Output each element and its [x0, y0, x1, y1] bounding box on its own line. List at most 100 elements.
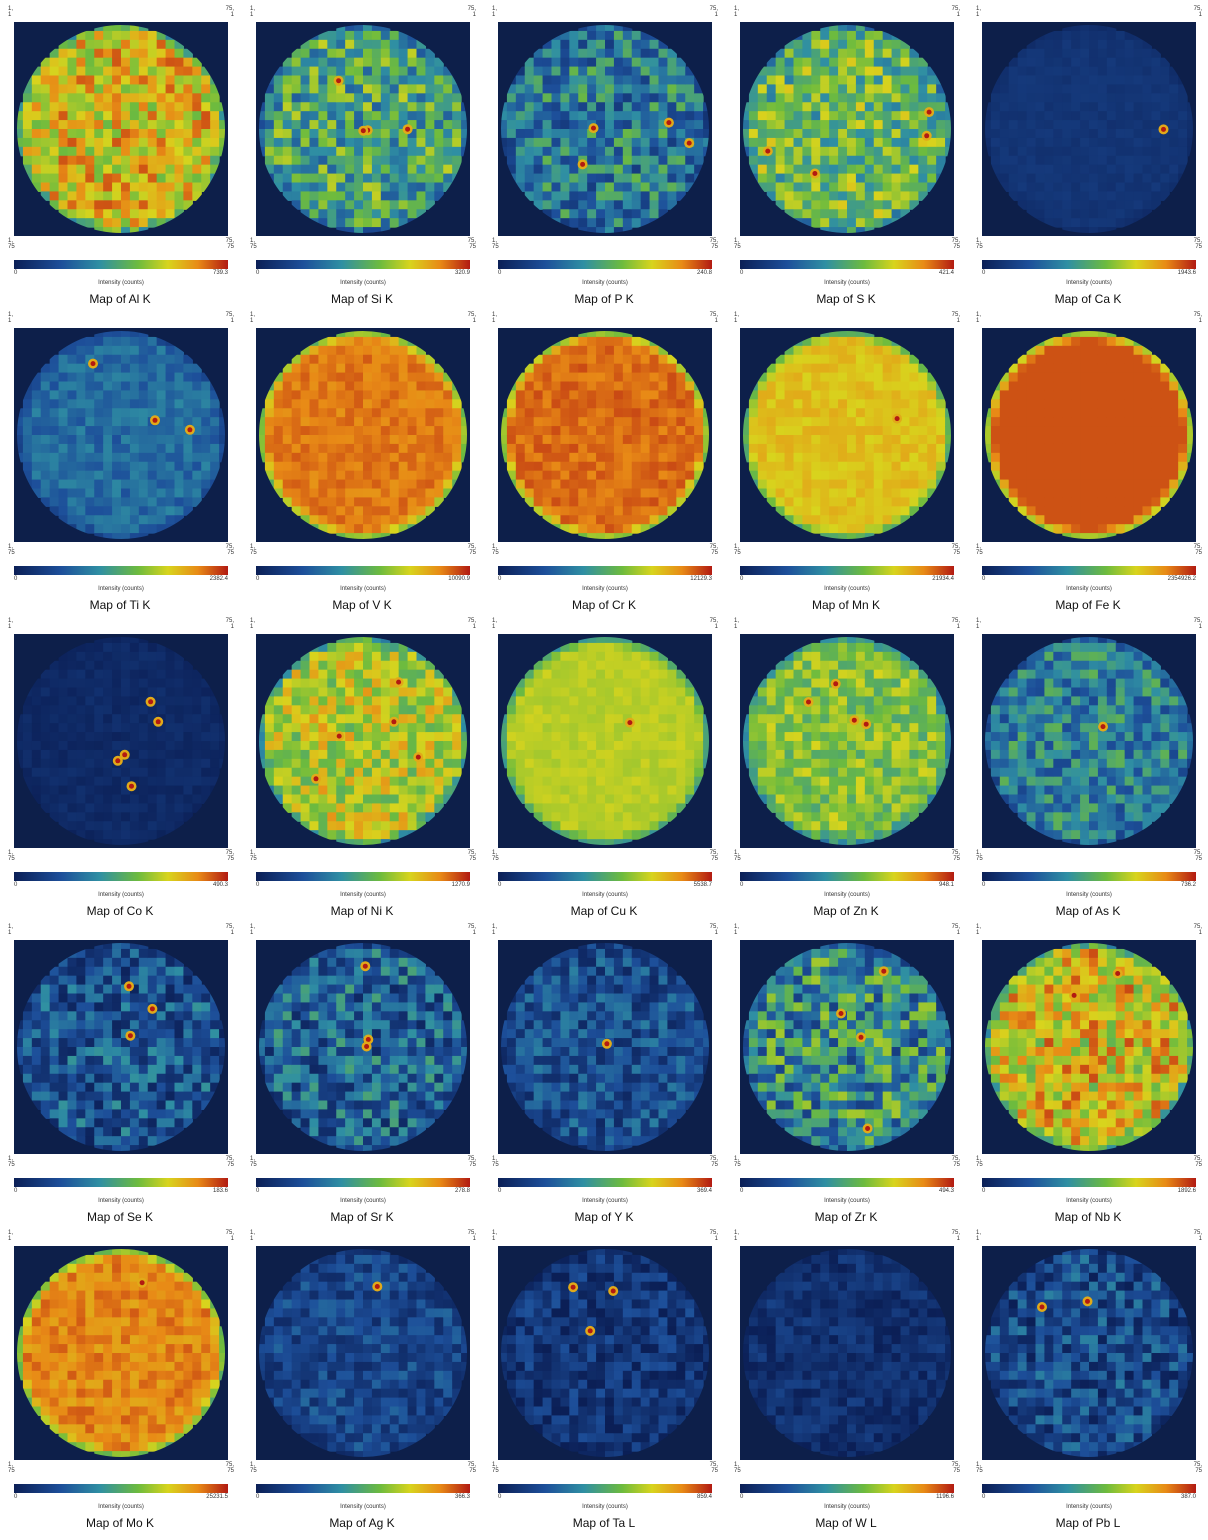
map-cell [67, 515, 78, 525]
map-cell [596, 191, 606, 201]
map-cell [1115, 75, 1126, 86]
map-cell [873, 129, 884, 139]
map-cell [76, 146, 86, 157]
map-cell [1097, 328, 1108, 338]
map-cell [640, 191, 651, 201]
map-cell [1053, 399, 1063, 409]
map-cell [112, 390, 122, 400]
map-cell [363, 328, 373, 338]
map-hotspot [765, 148, 771, 154]
map-cell [318, 336, 328, 347]
map-cell [103, 821, 113, 831]
map-cell [847, 137, 857, 148]
map-cell [452, 129, 462, 139]
map-cell [156, 164, 167, 175]
map-cell [882, 84, 893, 94]
map-cell [201, 470, 211, 481]
map-cell [542, 479, 553, 490]
map-cell [147, 345, 158, 356]
map-cell [1115, 390, 1126, 400]
map-cell [398, 470, 409, 481]
map-cell [613, 120, 624, 130]
map-cell [94, 84, 104, 94]
map-cell [58, 372, 69, 383]
map-cell [587, 533, 597, 542]
map-cell [596, 363, 606, 374]
map-cell [649, 182, 660, 193]
map-cell [156, 723, 167, 733]
map-cell [775, 75, 786, 86]
map-cell [1115, 426, 1126, 436]
map-cell [1124, 111, 1135, 121]
map-cell [354, 164, 364, 175]
map-cell [273, 173, 284, 184]
map-cell [605, 66, 615, 77]
map-cell [40, 417, 51, 427]
map-cell [1124, 417, 1135, 427]
map-cell [94, 408, 104, 418]
map-cell [927, 173, 937, 184]
map-cell [147, 146, 158, 157]
map-cell [1080, 111, 1090, 121]
map-cell [76, 209, 86, 219]
map-cell [587, 146, 597, 157]
map-cell [282, 129, 293, 139]
map-cell [587, 200, 597, 210]
map-cell [909, 390, 919, 400]
map-cell [658, 461, 669, 472]
map-outside-mask [498, 328, 712, 542]
map-cell [757, 66, 768, 77]
map-cell [147, 812, 158, 822]
map-cell [147, 830, 158, 840]
map-cell [103, 48, 113, 59]
map-cell [309, 66, 320, 77]
map-cell [1133, 57, 1144, 68]
map-cell [649, 200, 660, 210]
map-cell [999, 479, 1010, 490]
map-cell [363, 470, 373, 481]
map-cell [112, 767, 122, 778]
map-cell [793, 443, 804, 454]
axis-corner-bottom-left: 1, 75 [734, 544, 741, 556]
map-cell [811, 470, 821, 481]
map-title: Map of P K [574, 292, 634, 306]
map-cell [425, 102, 435, 112]
map-cell [40, 461, 51, 472]
map-cell [802, 146, 812, 157]
map-cell [291, 120, 302, 130]
map-cell [560, 435, 570, 445]
map-cell [855, 209, 866, 219]
map-cell [1115, 48, 1126, 59]
map-cell [829, 191, 839, 201]
map-cell [85, 66, 95, 77]
map-cell [129, 408, 140, 418]
map-cell [22, 767, 33, 778]
map-cell [667, 129, 677, 139]
map-cell [85, 102, 95, 112]
map-cell [1017, 191, 1028, 201]
map-cell [605, 336, 615, 347]
map-cell [542, 84, 553, 94]
map-cell [434, 417, 444, 427]
map-cell [982, 426, 992, 436]
map-cell [694, 461, 704, 472]
axis-corner-top-left: 1, 1 [8, 618, 14, 630]
map-cell [918, 452, 928, 463]
map-cell [67, 479, 78, 490]
map-cell [129, 651, 140, 662]
map-cell [380, 75, 391, 86]
map-cell [605, 227, 615, 236]
map-cell [67, 57, 78, 68]
map-cell [1035, 479, 1046, 490]
map-cell [784, 93, 795, 103]
map-cell [631, 57, 642, 68]
map-cell [31, 732, 42, 742]
map-cell [147, 776, 158, 787]
map-cell [103, 660, 113, 671]
map-cell [183, 84, 193, 94]
map-cell [40, 146, 51, 157]
map-cell [515, 470, 526, 481]
map-cell [533, 497, 544, 507]
map-cell [802, 111, 812, 121]
map-cell [766, 497, 777, 507]
